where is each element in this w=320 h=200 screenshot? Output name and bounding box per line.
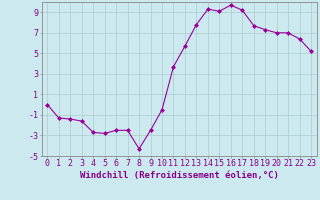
X-axis label: Windchill (Refroidissement éolien,°C): Windchill (Refroidissement éolien,°C) — [80, 171, 279, 180]
